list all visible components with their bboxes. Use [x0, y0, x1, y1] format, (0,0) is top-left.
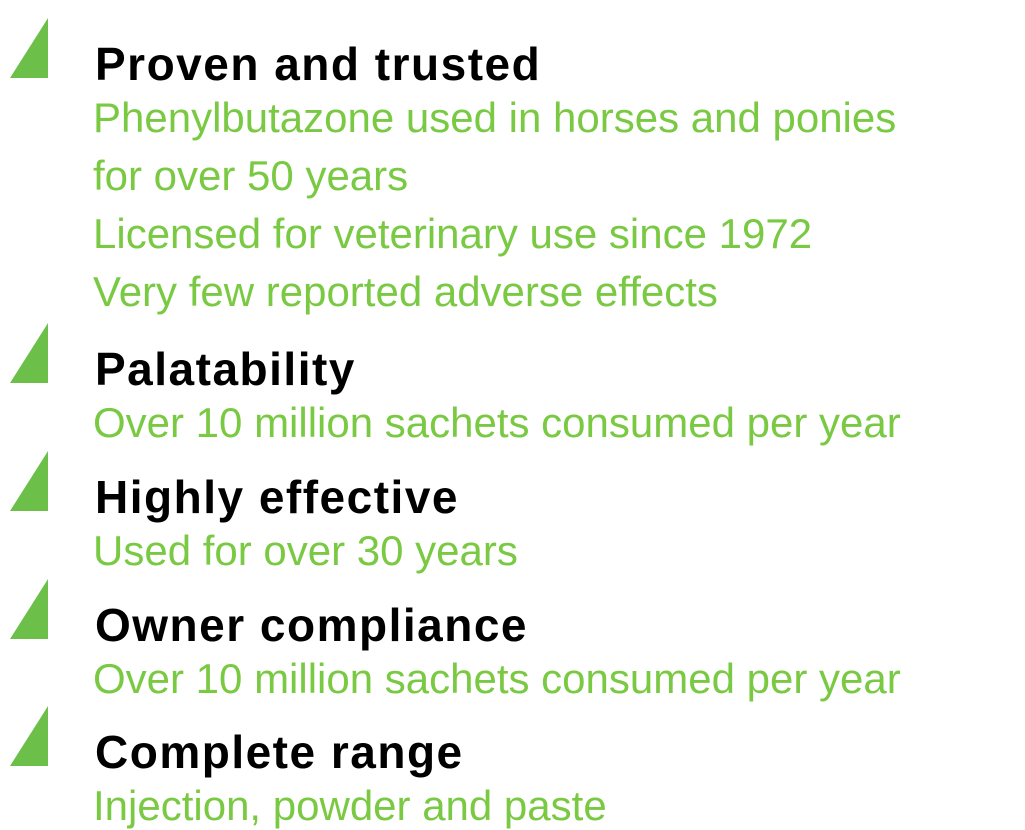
bullet-triangle: [10, 706, 48, 766]
item-line: Phenylbutazone used in horses and ponies: [93, 94, 896, 141]
item-heading: Proven and trusted: [95, 38, 541, 90]
item-heading: Palatability: [95, 343, 356, 395]
item-line: Injection, powder and paste: [93, 782, 607, 829]
bullet-triangle: [10, 18, 48, 78]
item-line: Over 10 million sachets consumed per yea…: [93, 399, 901, 446]
bullet-triangle: [10, 579, 48, 639]
item-line: Used for over 30 years: [93, 527, 518, 574]
item-heading: Highly effective: [95, 471, 459, 523]
item-heading: Owner compliance: [95, 599, 528, 651]
item-line: Very few reported adverse effects: [93, 268, 718, 315]
bullet-triangle: [10, 323, 48, 383]
bullet-triangle: [10, 451, 48, 511]
item-heading: Complete range: [95, 726, 464, 778]
item-line: Licensed for veterinary use since 1972: [93, 210, 812, 257]
item-line: Over 10 million sachets consumed per yea…: [93, 655, 901, 702]
item-line: for over 50 years: [93, 152, 408, 199]
